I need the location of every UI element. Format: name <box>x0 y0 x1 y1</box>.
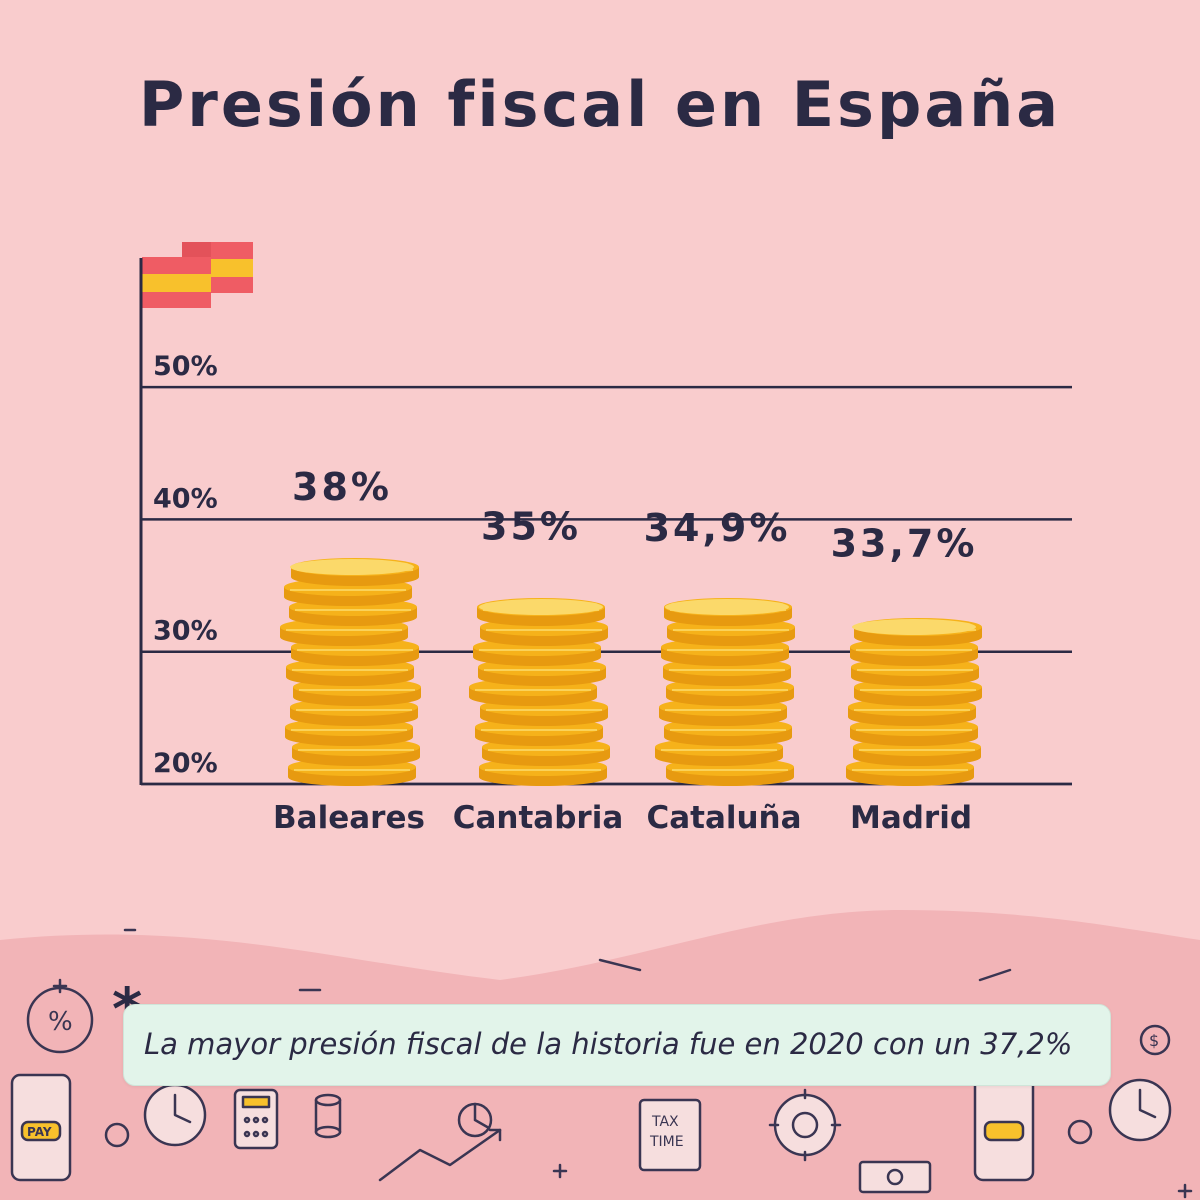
footnote-text: La mayor presión fiscal de la historia f… <box>144 1027 1073 1061</box>
coin <box>851 658 979 686</box>
bar-coin-stack-madrid <box>846 618 982 786</box>
pie-doodle-icon <box>457 1102 493 1138</box>
tax-label: TAX <box>651 1114 679 1130</box>
svg-text:$: $ <box>1149 1031 1159 1050</box>
bar-chart: 20% 30% 40% 50% 38% Baleares 35% Cantabria 34,9%… <box>139 242 1072 836</box>
bar-coin-stack-cataluña <box>655 598 795 786</box>
percent-coin-icon: % <box>26 986 94 1054</box>
tax-time-sign-icon: TAX TIME <box>638 1098 702 1172</box>
footnote-box: La mayor presión fiscal de la historia f… <box>123 1004 1111 1086</box>
svg-text:%: % <box>48 1007 73 1037</box>
coin-top <box>852 619 976 635</box>
calculator-icon <box>233 1088 279 1150</box>
spain-flag-icon <box>142 242 253 308</box>
data-label: 34,9% <box>644 506 791 550</box>
coin-top <box>290 559 414 575</box>
data-label: 33,7% <box>831 522 978 566</box>
clock-icon <box>143 1083 207 1147</box>
gear-icon <box>768 1088 842 1162</box>
y-tick-label: 30% <box>153 616 218 647</box>
coin-stack-icon <box>314 1093 342 1139</box>
phone-pay-icon: PAY <box>10 1073 72 1182</box>
banknote-icon <box>858 1160 932 1194</box>
y-tick-label: 40% <box>153 483 218 514</box>
y-tick-label: 50% <box>153 351 218 382</box>
pay-label: PAY <box>27 1125 52 1139</box>
chart-title: Presión fiscal en España <box>138 68 1062 141</box>
x-tick-label: Cataluña <box>646 800 801 836</box>
coin-top <box>479 599 603 615</box>
x-tick-label: Baleares <box>273 800 425 836</box>
phone-pay-right-icon <box>973 1073 1035 1182</box>
data-label: 35% <box>481 505 581 549</box>
y-tick-label: 20% <box>153 748 218 779</box>
dollar-coin-icon: $ <box>104 1024 1171 1148</box>
time-label: TIME <box>649 1134 684 1150</box>
clock-right-icon <box>1108 1078 1172 1142</box>
bar-coin-stack-cantabria <box>469 598 610 786</box>
coin <box>659 698 787 726</box>
chart-doodle-icon <box>378 1128 502 1182</box>
coin-top <box>665 599 789 615</box>
bar-coin-stack-baleares <box>280 558 421 786</box>
x-tick-label: Madrid <box>850 800 972 836</box>
x-tick-label: Cantabria <box>453 800 624 836</box>
data-label: 38% <box>292 465 392 509</box>
